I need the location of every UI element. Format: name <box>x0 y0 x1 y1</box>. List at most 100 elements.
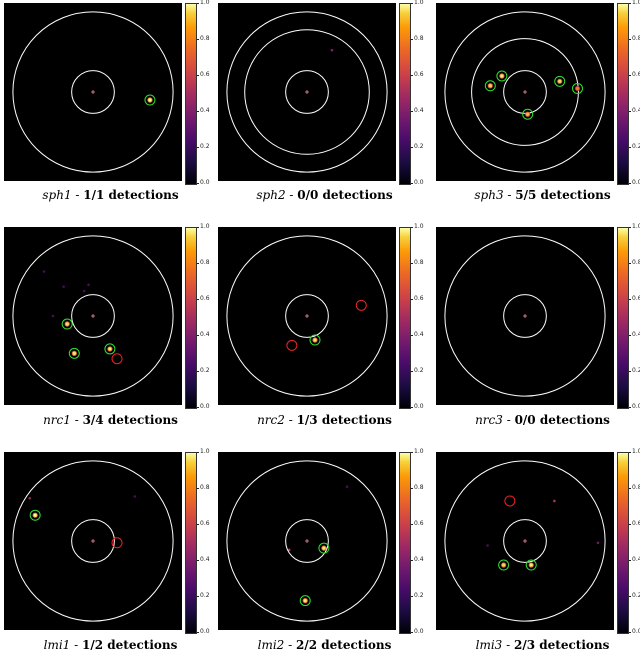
panel-caption: nrc3 - 0/0 detections <box>436 413 640 427</box>
detection-map <box>436 452 614 630</box>
detection-marker-true <box>61 318 73 330</box>
colorbar-tick-label: 0.4 <box>197 331 210 338</box>
separation-ring <box>444 11 606 173</box>
detection-count: 1/2 detections <box>82 638 178 652</box>
detection-count: 0/0 detections <box>297 188 393 202</box>
separation-ring <box>503 294 547 338</box>
instrument-name: nrc3 <box>475 413 503 427</box>
detection-marker-true <box>572 82 584 94</box>
faint-signal <box>87 283 90 287</box>
colorbar-tick-label: 0.4 <box>629 107 640 114</box>
colorbar-tick-label: 0.2 <box>629 143 640 150</box>
colorbar <box>617 452 629 634</box>
caption-separator: - <box>503 188 516 202</box>
colorbar-tick-label: 0.0 <box>411 628 424 635</box>
separation-ring <box>71 519 115 563</box>
colorbar-tick-label: 0.8 <box>629 259 640 266</box>
panel-sph1: 1.0 0.8 0.6 0.4 0.2 0.0 <box>4 0 217 217</box>
colorbar-tick-label: 0.0 <box>197 403 210 410</box>
detection-count: 2/3 detections <box>514 638 610 652</box>
source-point <box>529 563 533 567</box>
detection-count: 0/0 detections <box>514 413 610 427</box>
panel-caption: lmi2 - 2/2 detections <box>218 638 431 652</box>
faint-signal <box>596 541 600 545</box>
faint-signal <box>62 285 65 288</box>
panel-lmi1: 1.0 0.8 0.6 0.4 0.2 0.0 <box>4 449 217 666</box>
colorbar <box>617 3 629 185</box>
detection-count: 2/2 detections <box>296 638 392 652</box>
colorbar-tick-label: 1.0 <box>629 448 640 455</box>
colorbar-tick-label: 0.6 <box>629 71 640 78</box>
detection-marker-true <box>554 75 566 87</box>
detection-marker-true <box>496 70 508 82</box>
caption-separator: - <box>502 413 515 427</box>
colorbar <box>399 3 411 185</box>
separation-ring <box>503 519 547 563</box>
colorbar-tick-label: 0.6 <box>411 71 424 78</box>
separation-ring <box>71 294 115 338</box>
detection-marker-true <box>522 108 534 120</box>
colorbar-tick-label: 0.2 <box>411 143 424 150</box>
colorbar-tick-label: 1.0 <box>197 223 210 230</box>
colorbar <box>399 452 411 634</box>
panel-caption: sph1 - 1/1 detections <box>4 188 217 202</box>
colorbar-tick-label: 0.8 <box>197 259 210 266</box>
detection-marker-false <box>286 339 298 351</box>
colorbar-tick-label: 0.4 <box>411 556 424 563</box>
panel-nrc2: 1.0 0.8 0.6 0.4 0.2 0.0 <box>218 223 431 441</box>
instrument-name: sph2 <box>256 188 286 202</box>
separation-ring <box>226 11 388 173</box>
separation-ring <box>444 235 606 397</box>
colorbar-tick-label: 0.2 <box>411 592 424 599</box>
detection-marker-true <box>484 80 496 92</box>
colorbar <box>617 227 629 409</box>
panel-sph2: 1.0 0.8 0.6 0.4 0.2 0.0 <box>218 0 431 217</box>
colorbar-tick-label: 0.4 <box>629 331 640 338</box>
colorbar-tick-label: 0.0 <box>629 179 640 186</box>
faint-signal <box>345 485 349 489</box>
source-point <box>33 513 37 517</box>
separation-ring <box>12 11 174 173</box>
colorbar-tick-label: 0.4 <box>411 331 424 338</box>
panel-caption: nrc2 - 1/3 detections <box>218 413 431 427</box>
detection-marker-true <box>525 559 537 571</box>
center-marker <box>305 539 309 543</box>
separation-ring <box>285 294 329 338</box>
faint-signal <box>486 544 489 547</box>
detection-map <box>4 452 182 630</box>
caption-separator: - <box>285 188 298 202</box>
faint-signal <box>28 496 32 500</box>
faint-signal <box>51 314 55 318</box>
source-point <box>108 347 112 351</box>
separation-ring <box>285 70 329 114</box>
detection-marker-true <box>29 509 41 521</box>
detection-map <box>218 452 396 630</box>
panel-sph3: 1.0 0.8 0.6 0.4 0.2 0.0 <box>436 0 640 217</box>
separation-ring <box>285 519 329 563</box>
colorbar-tick-label: 0.8 <box>629 484 640 491</box>
caption-separator: - <box>502 638 515 652</box>
colorbar-tick-label: 0.8 <box>411 484 424 491</box>
faint-signal <box>82 289 86 293</box>
panel-lmi3: 1.0 0.8 0.6 0.4 0.2 0.0 <box>436 448 640 666</box>
colorbar-tick-label: 0.4 <box>197 107 210 114</box>
colorbar-tick-label: 1.0 <box>411 223 424 230</box>
instrument-name: sph3 <box>474 188 504 202</box>
colorbar-tick-label: 0.0 <box>411 403 424 410</box>
colorbar-tick-label: 0.2 <box>629 592 640 599</box>
faint-signal <box>42 270 46 273</box>
colorbar-tick-label: 1.0 <box>411 0 424 6</box>
source-point <box>526 112 530 116</box>
center-marker <box>305 90 309 94</box>
panel-nrc3: 1.0 0.8 0.6 0.4 0.2 0.0 <box>436 224 640 441</box>
separation-ring <box>12 235 174 397</box>
detection-map <box>218 3 396 181</box>
separation-ring <box>226 460 388 622</box>
instrument-name: sph1 <box>42 188 72 202</box>
instrument-name: lmi2 <box>257 638 285 652</box>
detection-marker-false <box>504 495 516 507</box>
colorbar <box>185 3 197 185</box>
separation-ring <box>471 38 579 146</box>
colorbar-tick-label: 0.0 <box>629 628 640 635</box>
colorbar-tick-label: 0.6 <box>197 71 210 78</box>
